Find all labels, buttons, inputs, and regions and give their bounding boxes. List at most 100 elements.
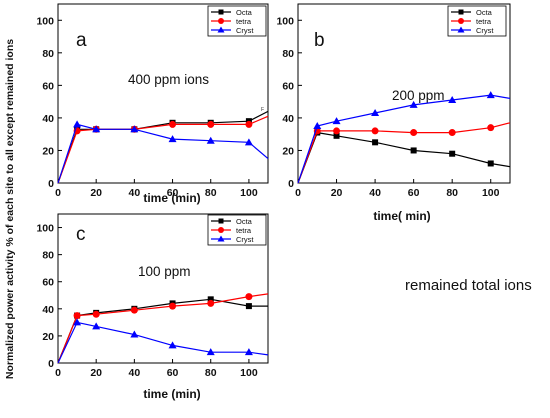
legend-marker (218, 9, 224, 15)
x-tick-label: 40 (129, 187, 141, 199)
y-tick-label: 60 (42, 277, 54, 289)
x-tick-label: 20 (90, 187, 102, 199)
data-point (245, 293, 253, 301)
y-tick-label: 20 (42, 331, 54, 343)
data-point (487, 124, 495, 132)
data-point (92, 322, 101, 330)
x-tick-label: 20 (331, 187, 343, 199)
data-point (206, 348, 215, 356)
data-point (169, 120, 177, 128)
legend-marker (217, 235, 225, 242)
x-tick-label: 60 (408, 187, 420, 199)
panel-label: b (314, 30, 325, 51)
data-point (73, 318, 82, 326)
y-tick-label: 40 (42, 113, 54, 125)
y-tick-label: 0 (288, 178, 294, 190)
panel-label: a (76, 30, 87, 51)
legend-label: Octa (236, 217, 253, 226)
data-point (372, 139, 379, 146)
x-tick-label: 100 (240, 187, 258, 199)
legend-marker (218, 227, 224, 233)
data-point (333, 132, 340, 139)
plot-frame (57, 3, 269, 184)
series-cryst (57, 120, 269, 184)
legend-label: Octa (476, 8, 493, 17)
data-point (410, 147, 417, 154)
x-tick-label: 100 (240, 367, 258, 379)
data-point (207, 120, 215, 128)
panel-annotation: 200 ppm (392, 88, 445, 103)
data-point (244, 138, 253, 146)
x-tick-label: 60 (167, 187, 179, 199)
y-axis-title-text: Normalized power activity % of each site… (4, 38, 16, 380)
legend-marker (218, 18, 224, 24)
series-line (57, 115, 269, 184)
panel-b: 0 20 40 60 80 100 0 20 40 60 80 100 time( min) b 200 p… (276, 3, 511, 223)
data-point (130, 306, 138, 314)
y-tick-label: 80 (42, 250, 54, 262)
data-point (169, 302, 177, 310)
y-tick-label: 100 (276, 15, 294, 27)
x-tick-label: 80 (205, 367, 217, 379)
data-point (92, 310, 100, 318)
x-tick-label: 20 (90, 367, 102, 379)
data-point (130, 330, 139, 338)
y-tick-label: 20 (282, 145, 294, 157)
legend-label: tetra (236, 17, 252, 26)
data-point (487, 160, 494, 167)
data-point (73, 312, 81, 320)
data-point (448, 129, 456, 137)
series-tetra (57, 115, 269, 184)
y-tick-label: 40 (282, 113, 294, 125)
data-point (207, 299, 215, 307)
y-tick-label: 100 (36, 15, 54, 27)
legend-label: tetra (236, 226, 252, 235)
x-axis-title: time (min) (143, 387, 200, 401)
series-tetra (57, 293, 269, 364)
y-tick-label: 80 (282, 48, 294, 60)
small-mark: F (261, 107, 264, 113)
data-point (486, 91, 495, 99)
series-line (57, 110, 269, 184)
y-tick-label: 60 (42, 80, 54, 92)
series-cryst (57, 318, 269, 364)
data-point (332, 117, 341, 125)
x-tick-label: 80 (446, 187, 458, 199)
data-point (313, 122, 322, 130)
panel-annotation: 400 ppm ions (128, 72, 209, 87)
x-tick-label: 0 (295, 187, 301, 199)
panel-c: 0 20 40 60 80 100 0 20 40 60 80 100 time (min) c 100 p… (36, 213, 269, 401)
series-line (57, 123, 269, 184)
series-line (57, 321, 269, 364)
data-point (449, 150, 456, 157)
y-tick-label: 40 (42, 304, 54, 316)
series-line (57, 298, 268, 364)
legend-label: Cryst (476, 26, 494, 35)
legend-marker (218, 218, 224, 224)
data-point (207, 296, 214, 303)
data-point (244, 348, 253, 356)
series-octa (297, 129, 511, 184)
plot-frame (297, 3, 511, 184)
legend-label: tetra (476, 17, 492, 26)
series-line (297, 122, 511, 184)
data-point (371, 127, 379, 135)
data-point (371, 109, 380, 117)
y-tick-label: 80 (42, 48, 54, 60)
legend-marker (458, 9, 464, 15)
data-point (245, 303, 252, 310)
series-cryst (297, 91, 511, 184)
series-octa (57, 110, 269, 184)
data-point (168, 341, 177, 349)
panel-a: 0 20 40 60 80 100 0 20 40 60 80 100 time (min) a 400 p… (36, 3, 269, 205)
legend-label: Octa (236, 8, 253, 17)
data-point (333, 127, 341, 135)
x-tick-label: 60 (167, 367, 179, 379)
legend-label: Cryst (236, 235, 254, 244)
x-axis-title: time( min) (373, 209, 430, 223)
data-point (168, 135, 177, 143)
panel-label: c (76, 224, 86, 245)
x-tick-label: 0 (55, 187, 61, 199)
